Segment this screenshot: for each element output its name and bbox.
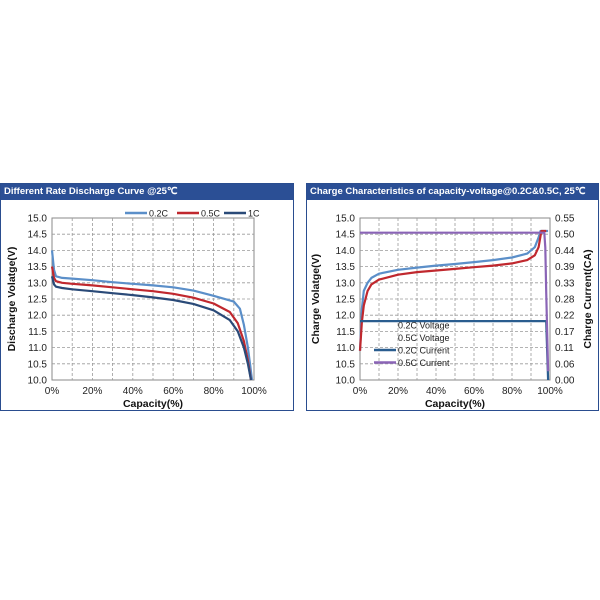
charge-chart-title: Charge Characteristics of capacity-volta… <box>307 184 598 200</box>
x-axis-title: Capacity(%) <box>425 398 485 410</box>
legend-label: 0.5C <box>201 209 221 219</box>
series-line-0-2c-voltage <box>358 229 549 351</box>
y-tick-label: 15.0 <box>28 214 48 225</box>
legend-label: 0.2C <box>149 209 169 219</box>
y-right-tick-label: 0.06 <box>555 359 575 370</box>
y-tick-label: 12.0 <box>28 311 48 322</box>
y-tick-label: 14.5 <box>28 230 48 241</box>
series-line-0-5c-voltage <box>358 229 547 351</box>
y-tick-label: 13.0 <box>336 278 356 289</box>
charge-chart-panel: Charge Characteristics of capacity-volta… <box>306 183 599 411</box>
y-right-tick-label: 0.17 <box>555 327 575 338</box>
discharge-chart-title: Different Rate Discharge Curve @25℃ <box>1 184 293 200</box>
y-tick-label: 11.5 <box>28 327 47 338</box>
y-right-tick-label: 0.22 <box>555 311 575 322</box>
x-tick-label: 0% <box>353 386 368 397</box>
series-line-0-5c-current <box>360 231 550 372</box>
y-axis-title: Discharge Volatge(V) <box>6 247 18 352</box>
y-tick-label: 13.0 <box>28 278 48 289</box>
y-right-axis-title: Charge Current(CA) <box>582 249 594 348</box>
x-tick-label: 100% <box>537 386 563 397</box>
y-tick-label: 10.5 <box>28 359 48 370</box>
y-tick-label: 14.5 <box>336 230 356 241</box>
x-tick-label: 80% <box>204 386 224 397</box>
y-tick-label: 11.0 <box>28 343 47 354</box>
series-line-0-2c <box>50 250 254 381</box>
x-tick-label: 100% <box>241 386 267 397</box>
x-tick-label: 40% <box>426 386 446 397</box>
y-right-tick-label: 0.33 <box>555 278 575 289</box>
x-tick-label: 0% <box>45 386 60 397</box>
y-right-tick-label: 0.39 <box>555 262 575 273</box>
x-tick-label: 20% <box>82 386 102 397</box>
y-tick-label: 12.5 <box>28 295 48 306</box>
x-tick-label: 40% <box>123 386 143 397</box>
y-tick-label: 10.0 <box>336 376 356 387</box>
y-tick-label: 11.5 <box>336 327 355 338</box>
y-tick-label: 10.0 <box>28 376 48 387</box>
y-tick-label: 14.0 <box>28 246 48 257</box>
legend-label: 0.5C Current <box>398 358 450 368</box>
legend-label: 0.2C Current <box>398 346 450 356</box>
x-tick-label: 60% <box>163 386 183 397</box>
y-right-tick-label: 0.55 <box>555 214 575 225</box>
y-tick-label: 14.0 <box>336 246 356 257</box>
discharge-chart-panel: Different Rate Discharge Curve @25℃ 10.0… <box>0 183 294 411</box>
y-right-tick-label: 0.44 <box>555 246 575 257</box>
y-tick-label: 12.0 <box>336 311 356 322</box>
charge-chart: 10.0 10.5 11.0 11.5 12.0 12.5 13.0 13.5 14.0 14.5… <box>310 214 594 411</box>
x-axis-title: Capacity(%) <box>123 398 183 410</box>
series-line-0-5c <box>50 266 253 381</box>
x-tick-label: 60% <box>464 386 484 397</box>
x-tick-label: 80% <box>502 386 522 397</box>
y-tick-label: 12.5 <box>336 295 356 306</box>
y-axis-title: Charge Volatge(V) <box>310 254 322 344</box>
y-right-tick-label: 0.50 <box>555 230 575 241</box>
series-line-1c <box>50 276 253 381</box>
y-tick-label: 15.0 <box>336 214 356 225</box>
y-tick-label: 13.5 <box>28 262 48 273</box>
y-right-tick-label: 0.11 <box>555 343 574 354</box>
legend-label: 1C <box>248 209 260 219</box>
legend-label: 0.5C Voltage <box>398 333 450 343</box>
discharge-chart: 10.0 10.5 11.0 11.5 12.0 12.5 13.0 13.5 14.0 14.5… <box>6 209 267 411</box>
x-tick-label: 20% <box>388 386 408 397</box>
y-tick-label: 13.5 <box>336 262 356 273</box>
y-tick-label: 10.5 <box>336 359 356 370</box>
y-right-tick-label: 0.00 <box>555 376 575 387</box>
y-tick-label: 11.0 <box>336 343 355 354</box>
legend-label: 0.2C Voltage <box>398 321 450 331</box>
y-right-tick-label: 0.28 <box>555 295 575 306</box>
